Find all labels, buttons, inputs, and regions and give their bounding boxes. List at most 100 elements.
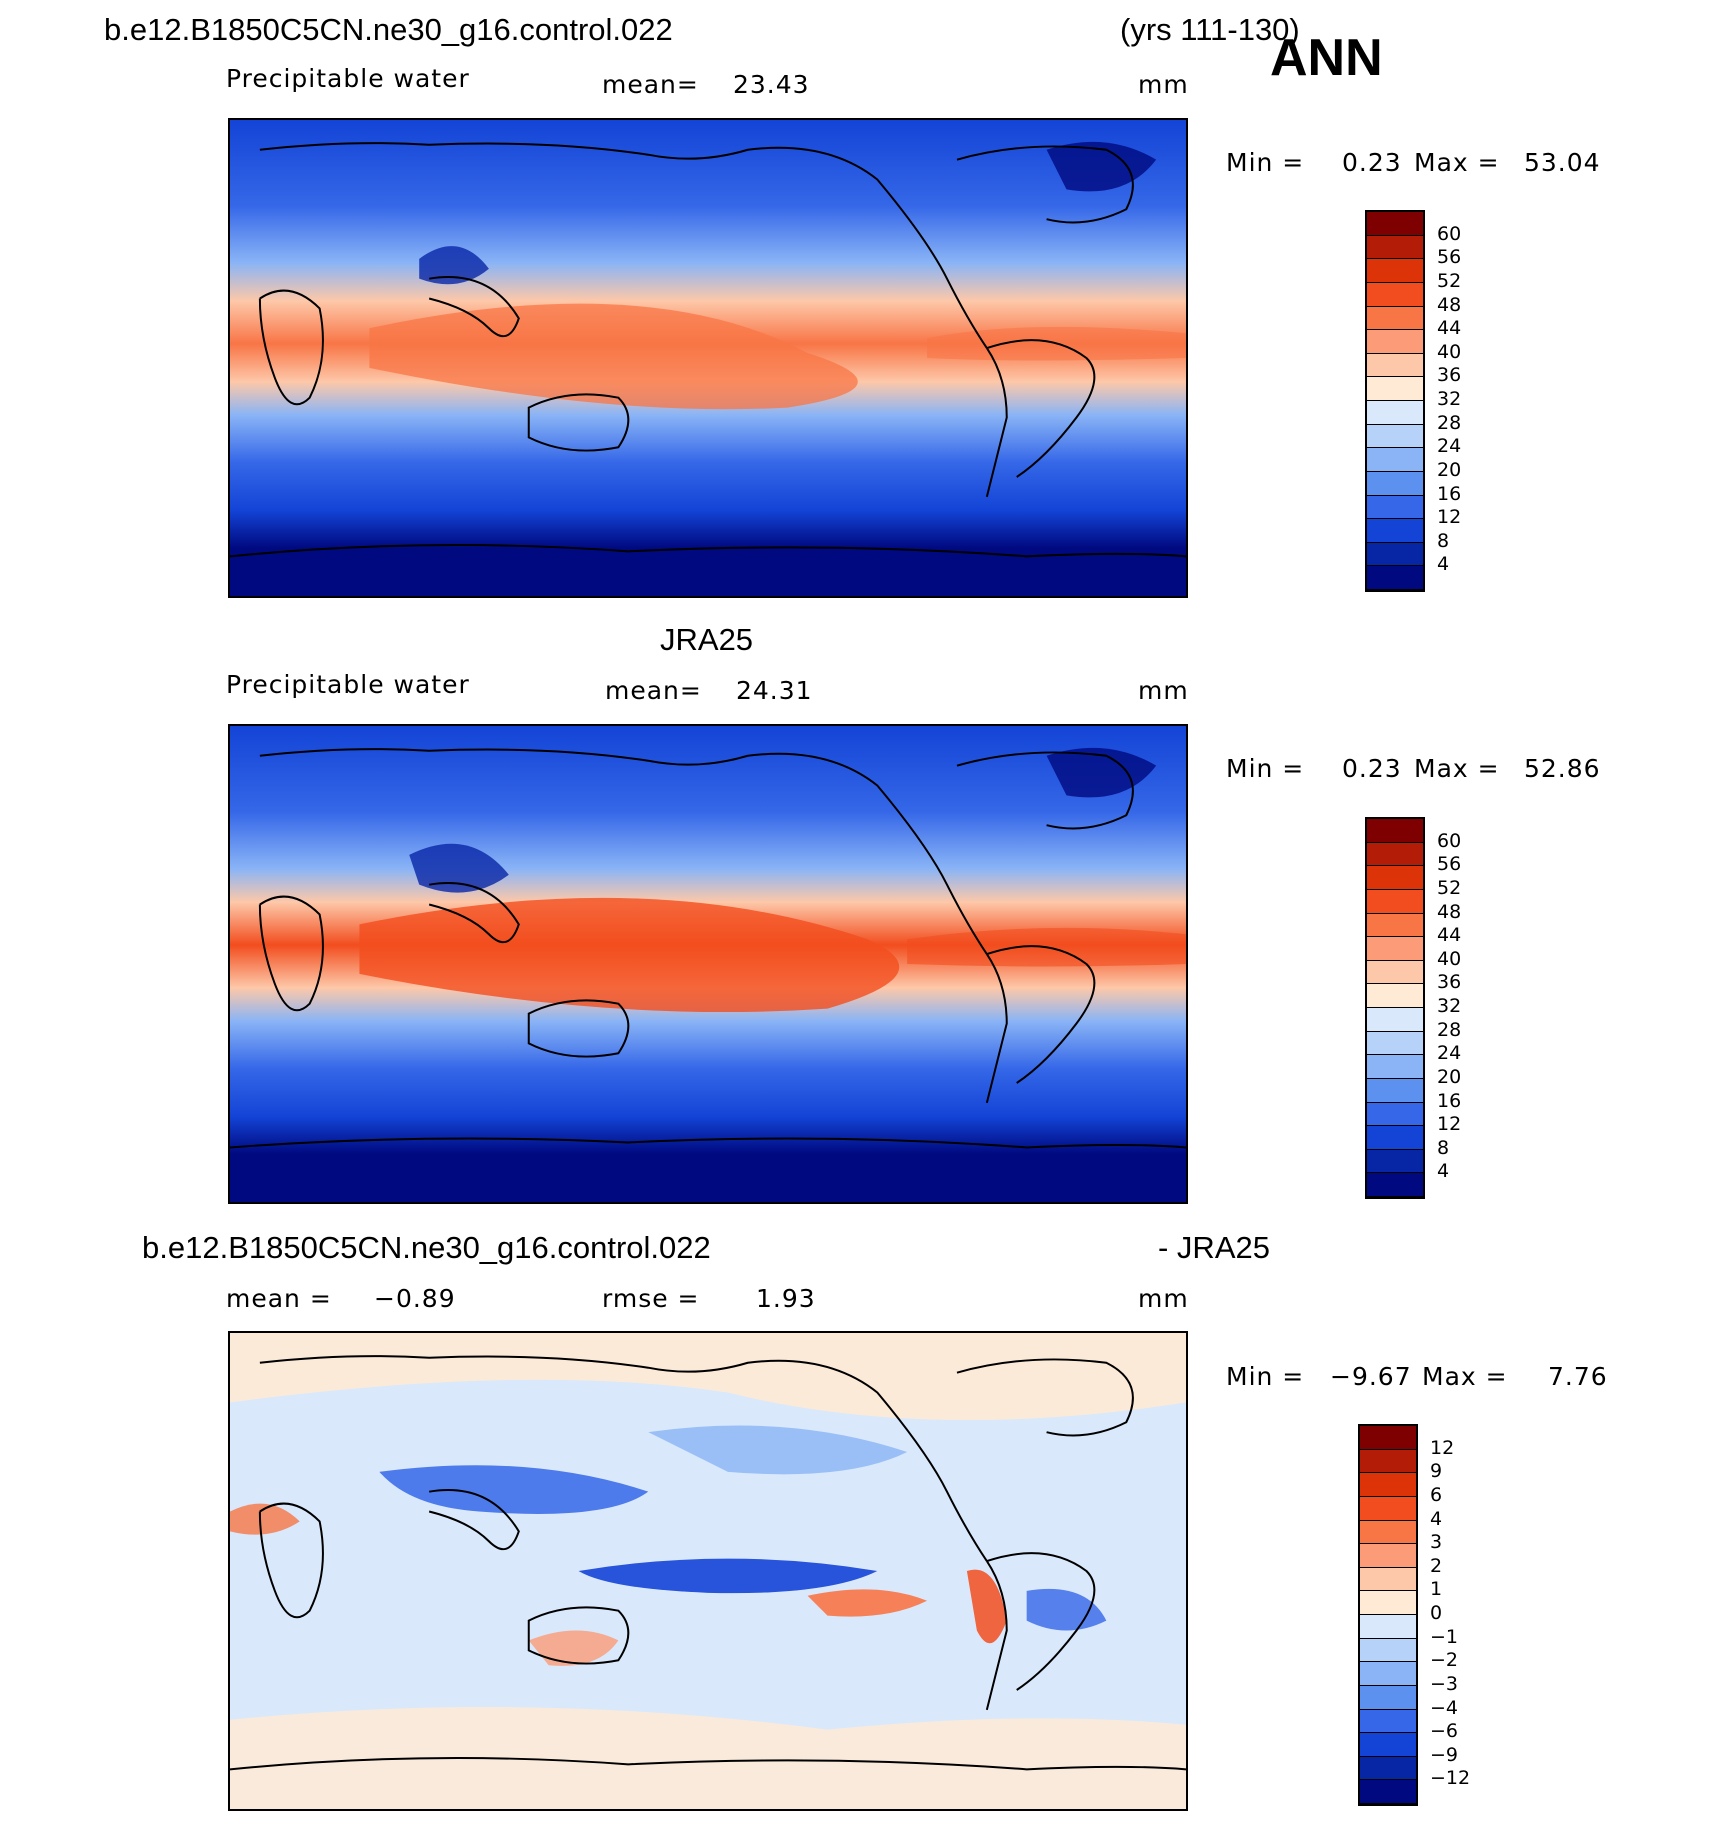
colorbar-tick-label: −4 xyxy=(1430,1696,1459,1719)
colorbar-swatch xyxy=(1367,1149,1423,1174)
colorbar-swatch xyxy=(1367,330,1423,354)
panel1-max-value: 53.04 xyxy=(1524,148,1601,177)
season-label: ANN xyxy=(1270,29,1383,87)
panel3-max-value: 7.76 xyxy=(1548,1362,1608,1391)
colorbar-swatch xyxy=(1360,1638,1416,1663)
panel1-max-label: Max = xyxy=(1414,148,1500,177)
colorbar-swatch xyxy=(1360,1544,1416,1568)
colorbar-swatch xyxy=(1367,1126,1423,1150)
panel2-units: mm xyxy=(1138,676,1189,705)
colorbar-tick-label: 9 xyxy=(1430,1460,1443,1483)
colorbar-swatch xyxy=(1367,889,1423,914)
panel1-map xyxy=(228,118,1188,598)
colorbar-tick-label: 44 xyxy=(1437,924,1462,947)
colorbar-swatch xyxy=(1367,542,1423,567)
colorbar-tick-label: 40 xyxy=(1437,340,1462,363)
case-title: b.e12.B1850C5CN.ne30_g16.control.022 xyxy=(104,12,673,47)
colorbar-tick-label: 8 xyxy=(1437,529,1450,552)
colorbar-tick-label: 40 xyxy=(1437,947,1462,970)
colorbar-tick-label: 24 xyxy=(1437,435,1462,458)
colorbar-tick-label: 4 xyxy=(1430,1507,1443,1530)
colorbar-swatch xyxy=(1367,259,1423,283)
colorbar-tick-label: 56 xyxy=(1437,853,1462,876)
panel2-min-label: Min = xyxy=(1226,754,1305,783)
colorbar-swatch xyxy=(1367,353,1423,378)
panel1-variable: Precipitable water xyxy=(226,64,470,93)
colorbar-swatch xyxy=(1360,1662,1416,1686)
colorbar-swatch xyxy=(1360,1520,1416,1545)
colorbar-swatch xyxy=(1367,1008,1423,1032)
colorbar-tick-label: 16 xyxy=(1437,482,1462,505)
colorbar-tick-label: 4 xyxy=(1437,1160,1450,1183)
colorbar-swatch xyxy=(1360,1615,1416,1639)
panel3-units: mm xyxy=(1138,1284,1189,1313)
panel1-min-value: 0.23 xyxy=(1342,148,1402,177)
colorbar-swatch xyxy=(1360,1426,1416,1450)
colorbar-tick-label: 28 xyxy=(1437,1018,1462,1041)
colorbar-swatch xyxy=(1367,471,1423,496)
colorbar-tick-label: 48 xyxy=(1437,900,1462,923)
panel3-min-value: −9.67 xyxy=(1330,1362,1412,1391)
colorbar-tick-label: −6 xyxy=(1430,1720,1459,1743)
panel3-rmse-value: 1.93 xyxy=(756,1284,816,1313)
panel3-title-right: - JRA25 xyxy=(1158,1230,1270,1265)
colorbar-tick-label: 12 xyxy=(1437,506,1462,529)
colorbar-swatch xyxy=(1367,519,1423,543)
colorbar-frame xyxy=(1365,817,1425,1199)
panel3-mean-label: mean = xyxy=(226,1284,332,1313)
colorbar-tick-label: 48 xyxy=(1437,293,1462,316)
colorbar-tick-label: 52 xyxy=(1437,876,1462,899)
colorbar-swatch xyxy=(1360,1709,1416,1734)
colorbar-tick-label: −1 xyxy=(1430,1625,1459,1648)
colorbar-swatch xyxy=(1360,1685,1416,1710)
colorbar-tick-label: 36 xyxy=(1437,364,1462,387)
colorbar-frame xyxy=(1365,210,1425,592)
panel1-mean-value: 23.43 xyxy=(733,70,810,99)
colorbar-tick-label: 20 xyxy=(1437,458,1462,481)
colorbar-swatch xyxy=(1367,1055,1423,1079)
colorbar-tick-label: 32 xyxy=(1437,388,1462,410)
colorbar-tick-label: 60 xyxy=(1437,222,1462,245)
colorbar-tick-label: 2 xyxy=(1430,1554,1443,1577)
panel2-colorbar: 60 56 52 48 44 40 36 32 28 24 20 16 12 8 4 xyxy=(1365,817,1485,1199)
panel2-mean-label: mean= xyxy=(605,676,702,705)
colorbar-swatch xyxy=(1367,1102,1423,1127)
colorbar-swatch xyxy=(1367,913,1423,938)
years-label: (yrs 111-130) xyxy=(1120,12,1300,47)
colorbar-swatch xyxy=(1367,819,1423,843)
colorbar-swatch xyxy=(1367,448,1423,472)
panel2-min-value: 0.23 xyxy=(1342,754,1402,783)
colorbar-tick-label: 3 xyxy=(1430,1531,1443,1554)
panel3-colorbar: 12 9 6 4 3 2 1 0 −1 −2 −3 −4 −6 −9 −12 xyxy=(1358,1424,1488,1806)
colorbar-swatch xyxy=(1367,566,1423,590)
panel2-max-label: Max = xyxy=(1414,754,1500,783)
panel3-min-label: Min = xyxy=(1226,1362,1305,1391)
colorbar-frame xyxy=(1358,1424,1418,1806)
colorbar-tick-label: 8 xyxy=(1437,1136,1450,1159)
colorbar-swatch xyxy=(1367,401,1423,425)
panel3-max-label: Max = xyxy=(1422,1362,1508,1391)
panel3-title: b.e12.B1850C5CN.ne30_g16.control.022 xyxy=(142,1230,711,1265)
colorbar-tick-label: 36 xyxy=(1437,971,1462,994)
colorbar-swatch xyxy=(1367,1173,1423,1197)
panel1-units: mm xyxy=(1138,70,1189,99)
colorbar-swatch xyxy=(1360,1496,1416,1521)
colorbar-tick-label: 12 xyxy=(1437,1113,1462,1136)
colorbar-swatch xyxy=(1360,1756,1416,1781)
colorbar-swatch xyxy=(1367,1078,1423,1103)
colorbar-tick-label: 24 xyxy=(1437,1042,1462,1065)
panel1-min-label: Min = xyxy=(1226,148,1305,177)
panel3-rmse-label: rmse = xyxy=(602,1284,700,1313)
colorbar-tick-label: 28 xyxy=(1437,411,1462,434)
colorbar-swatch xyxy=(1367,495,1423,520)
panel2-map xyxy=(228,724,1188,1204)
panel2-variable: Precipitable water xyxy=(226,670,470,699)
colorbar-tick-label: −9 xyxy=(1430,1743,1459,1766)
colorbar-swatch xyxy=(1367,424,1423,449)
colorbar-swatch xyxy=(1367,866,1423,890)
colorbar-tick-label: 56 xyxy=(1437,246,1462,269)
colorbar-tick-label: 32 xyxy=(1437,995,1462,1017)
colorbar-tick-label: 12 xyxy=(1430,1436,1455,1459)
colorbar-tick-label: −12 xyxy=(1430,1767,1471,1790)
colorbar-swatch xyxy=(1360,1567,1416,1592)
